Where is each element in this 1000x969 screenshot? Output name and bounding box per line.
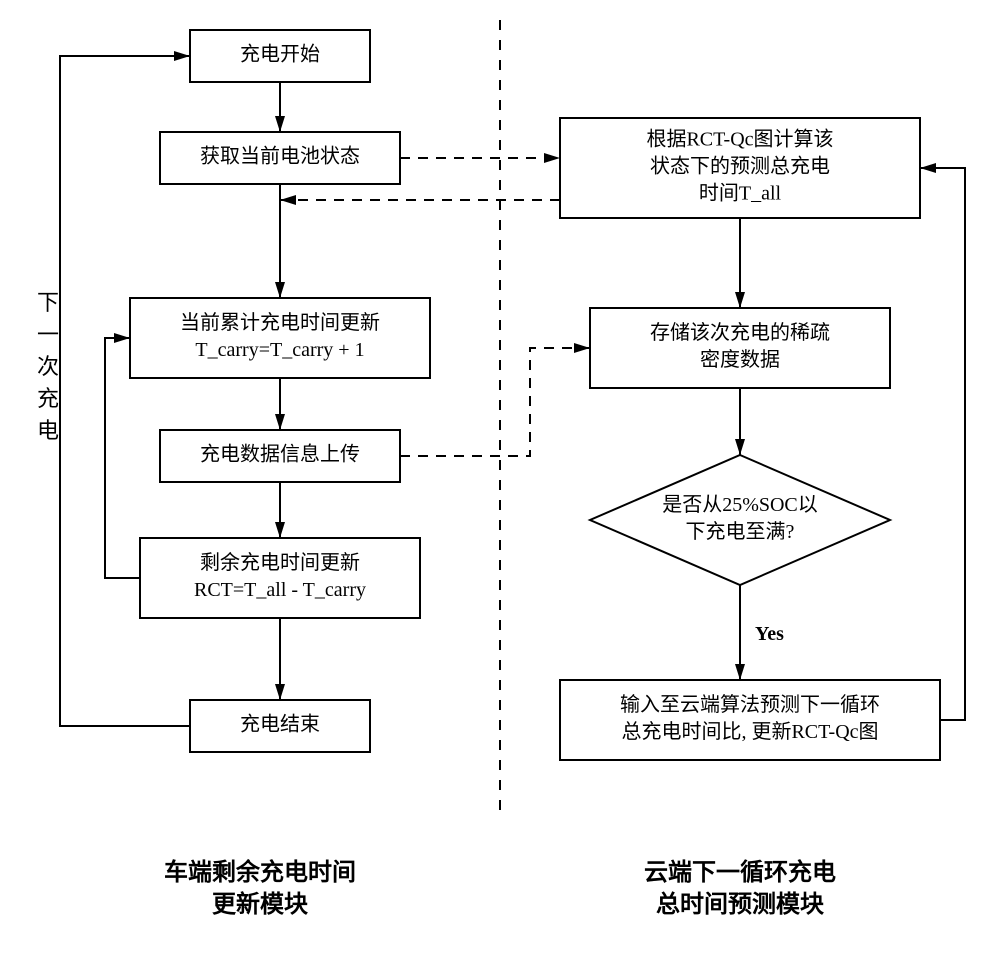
node-text: 密度数据	[700, 348, 780, 371]
arrowhead	[544, 153, 560, 163]
node-text: 充电开始	[240, 43, 320, 66]
node-n1: 充电开始	[190, 30, 370, 82]
arrowhead	[275, 522, 285, 538]
arrowhead	[920, 163, 936, 173]
node-box	[130, 298, 430, 378]
node-n8: 存储该次充电的稀疏密度数据	[590, 308, 890, 388]
arrowhead	[735, 292, 745, 308]
node-text: 总充电时间比, 更新RCT-Qc图	[621, 720, 878, 743]
arrowhead	[735, 439, 745, 455]
arrowhead	[735, 664, 745, 680]
node-text: 充电结束	[240, 713, 320, 736]
next-charge-label: 一	[37, 322, 59, 347]
next-charge-label: 下	[37, 290, 59, 315]
arrowhead	[275, 282, 285, 298]
arrowhead	[275, 414, 285, 430]
node-n6: 充电结束	[190, 700, 370, 752]
node-n3: 当前累计充电时间更新 T_carry=T_carry + 1	[130, 298, 430, 378]
arrowhead	[275, 684, 285, 700]
node-box	[560, 680, 940, 760]
node-text: 是否从25%SOC以	[662, 494, 818, 516]
arrowhead	[174, 51, 190, 61]
node-text: 状态下的预测总充电	[650, 155, 830, 178]
right-module-caption: 云端下一循环充电	[644, 858, 836, 886]
node-text: 根据RCT-Qc图计算该	[646, 128, 833, 151]
edge-e14	[920, 168, 965, 720]
node-text: 输入至云端算法预测下一循环	[620, 693, 880, 716]
node-text: 时间T_all	[699, 182, 782, 205]
left-module-caption: 车端剩余充电时间	[164, 858, 356, 886]
node-text: 获取当前电池状态	[200, 145, 360, 168]
node-n5: 剩余充电时间更新 RCT=T_all - T_carry	[140, 538, 420, 618]
node-n2: 获取当前电池状态	[160, 132, 400, 184]
node-n9: 是否从25%SOC以下充电至满?	[590, 455, 890, 585]
node-text: 剩余充电时间更新	[200, 551, 360, 574]
next-charge-label: 充	[37, 386, 59, 411]
flowchart-canvas: 充电开始获取当前电池状态当前累计充电时间更新 T_carry=T_carry + …	[0, 0, 1000, 969]
node-box	[590, 308, 890, 388]
arrowhead	[114, 333, 130, 343]
next-charge-label: 次	[37, 354, 59, 379]
edge-e6	[105, 338, 140, 578]
arrowhead	[275, 116, 285, 132]
node-box	[140, 538, 420, 618]
node-text: T_carry=T_carry + 1	[195, 339, 364, 361]
edge-label: Yes	[755, 623, 784, 645]
node-n7: 根据RCT-Qc图计算该状态下的预测总充电时间T_all	[560, 118, 920, 218]
node-n10: 输入至云端算法预测下一循环总充电时间比, 更新RCT-Qc图	[560, 680, 940, 760]
left-module-caption: 更新模块	[212, 890, 308, 918]
node-text: 存储该次充电的稀疏	[650, 321, 830, 344]
next-charge-label: 电	[37, 418, 59, 443]
node-diamond	[590, 455, 890, 585]
arrowhead	[280, 195, 296, 205]
node-text: 充电数据信息上传	[200, 443, 360, 466]
node-n4: 充电数据信息上传	[160, 430, 400, 482]
right-module-caption: 总时间预测模块	[656, 890, 824, 918]
edge-e7	[60, 56, 190, 726]
node-text: RCT=T_all - T_carry	[194, 579, 366, 601]
node-text: 下充电至满?	[686, 520, 795, 543]
arrowhead	[574, 343, 590, 353]
edge-e10	[400, 348, 590, 456]
node-text: 当前累计充电时间更新	[180, 311, 380, 334]
